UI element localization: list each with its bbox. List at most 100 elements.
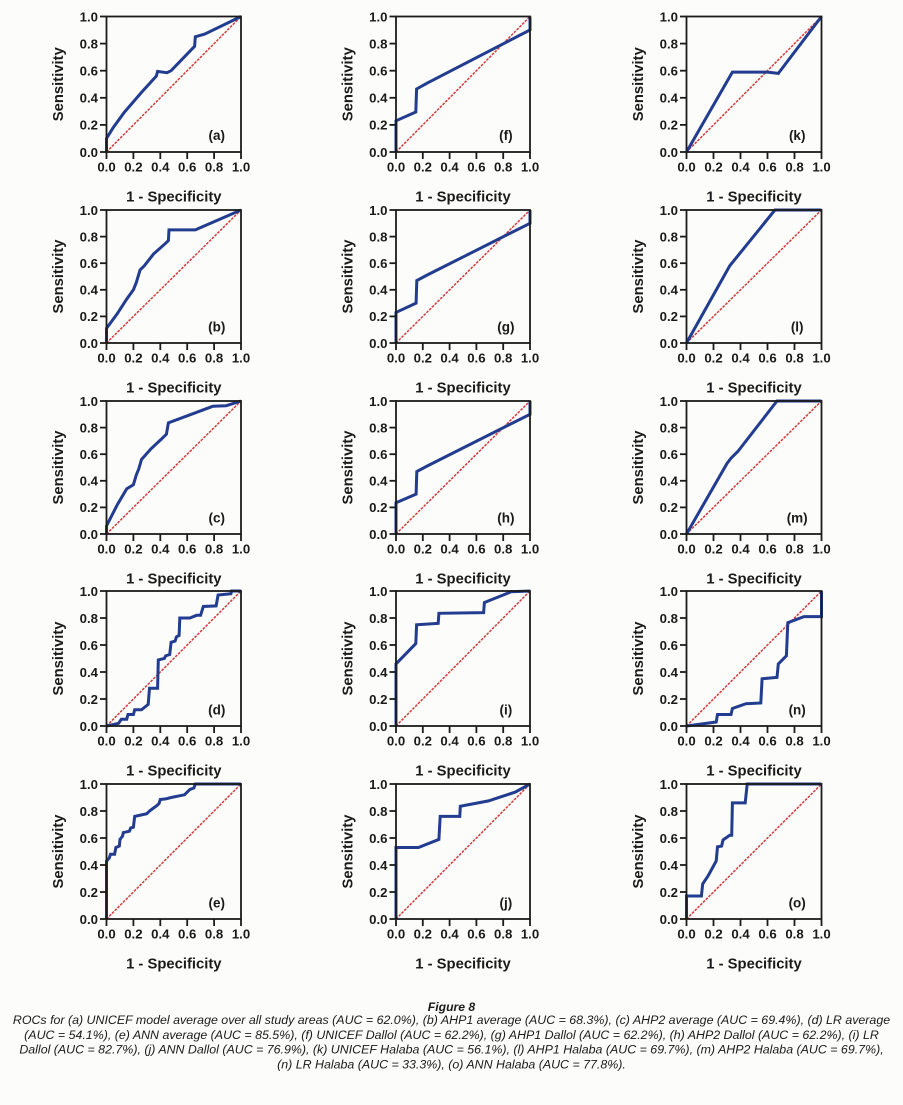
svg-text:Sensitivity: Sensitivity <box>51 239 67 314</box>
svg-text:0.6: 0.6 <box>758 542 776 557</box>
svg-text:0.4: 0.4 <box>369 858 388 873</box>
svg-text:0.8: 0.8 <box>80 611 98 626</box>
svg-text:0.0: 0.0 <box>97 160 115 175</box>
svg-text:Sensitivity: Sensitivity <box>631 430 647 505</box>
svg-text:0.2: 0.2 <box>80 885 98 900</box>
svg-text:0.8: 0.8 <box>785 160 803 175</box>
svg-text:1.0: 1.0 <box>80 777 98 792</box>
svg-text:0.6: 0.6 <box>369 256 387 271</box>
svg-text:(j): (j) <box>500 895 513 910</box>
svg-text:0.8: 0.8 <box>80 229 98 244</box>
svg-text:0.6: 0.6 <box>660 638 678 653</box>
svg-text:0.6: 0.6 <box>660 447 678 462</box>
svg-text:0.2: 0.2 <box>369 885 387 900</box>
svg-text:ROCs for (a) UNICEF model aver: ROCs for (a) UNICEF model average over a… <box>13 1013 890 1027</box>
svg-text:0.4: 0.4 <box>731 927 750 942</box>
svg-text:0.2: 0.2 <box>414 927 432 942</box>
svg-text:Sensitivity: Sensitivity <box>631 46 647 121</box>
svg-text:0.6: 0.6 <box>660 64 678 79</box>
svg-text:0.8: 0.8 <box>785 734 803 749</box>
svg-text:1.0: 1.0 <box>369 9 387 24</box>
svg-text:0.6: 0.6 <box>467 160 485 175</box>
svg-text:0.6: 0.6 <box>369 638 387 653</box>
svg-text:Sensitivity: Sensitivity <box>631 239 647 314</box>
svg-text:(o): (o) <box>789 895 806 910</box>
svg-text:0.4: 0.4 <box>151 351 170 366</box>
svg-text:(i): (i) <box>500 702 513 717</box>
svg-text:1 - Specificity: 1 - Specificity <box>706 381 802 397</box>
svg-text:1.0: 1.0 <box>521 542 539 557</box>
svg-text:0.8: 0.8 <box>205 927 223 942</box>
svg-text:0.0: 0.0 <box>387 542 405 557</box>
svg-text:0.2: 0.2 <box>369 309 387 324</box>
svg-text:0.6: 0.6 <box>80 256 98 271</box>
svg-text:Sensitivity: Sensitivity <box>341 621 357 696</box>
svg-text:1.0: 1.0 <box>369 584 387 599</box>
svg-text:0.2: 0.2 <box>80 309 98 324</box>
svg-text:0.0: 0.0 <box>660 336 678 351</box>
svg-text:0.2: 0.2 <box>660 500 678 515</box>
svg-text:0.0: 0.0 <box>677 160 695 175</box>
svg-text:0.2: 0.2 <box>660 309 678 324</box>
svg-text:0.8: 0.8 <box>785 542 803 557</box>
svg-text:0.6: 0.6 <box>178 542 196 557</box>
svg-text:0.8: 0.8 <box>369 611 387 626</box>
svg-text:(b): (b) <box>208 320 225 335</box>
svg-text:1 - Specificity: 1 - Specificity <box>126 381 222 397</box>
svg-text:0.8: 0.8 <box>660 420 678 435</box>
svg-text:0.8: 0.8 <box>80 804 98 819</box>
svg-text:0.0: 0.0 <box>387 160 405 175</box>
svg-text:Sensitivity: Sensitivity <box>341 814 357 889</box>
svg-text:0.2: 0.2 <box>704 542 722 557</box>
svg-text:(m): (m) <box>787 511 808 526</box>
svg-text:0.6: 0.6 <box>758 351 776 366</box>
svg-text:0.4: 0.4 <box>151 160 170 175</box>
svg-text:1 - Specificity: 1 - Specificity <box>415 381 511 397</box>
svg-text:0.0: 0.0 <box>369 912 387 927</box>
svg-text:0.2: 0.2 <box>80 692 98 707</box>
svg-text:1.0: 1.0 <box>660 584 678 599</box>
svg-text:1 - Specificity: 1 - Specificity <box>126 572 222 588</box>
svg-text:Sensitivity: Sensitivity <box>341 46 357 121</box>
svg-text:0.8: 0.8 <box>205 734 223 749</box>
svg-text:0.4: 0.4 <box>151 542 170 557</box>
svg-text:1.0: 1.0 <box>80 394 98 409</box>
svg-text:0.2: 0.2 <box>704 160 722 175</box>
svg-text:1.0: 1.0 <box>812 542 830 557</box>
svg-text:0.0: 0.0 <box>387 351 405 366</box>
svg-text:0.8: 0.8 <box>785 927 803 942</box>
svg-text:0.0: 0.0 <box>369 719 387 734</box>
svg-text:1.0: 1.0 <box>521 351 539 366</box>
svg-text:1.0: 1.0 <box>232 927 250 942</box>
svg-text:1.0: 1.0 <box>232 734 250 749</box>
svg-text:0.6: 0.6 <box>178 734 196 749</box>
svg-text:0.2: 0.2 <box>124 927 142 942</box>
svg-text:1 - Specificity: 1 - Specificity <box>706 572 802 588</box>
svg-text:0.4: 0.4 <box>80 283 99 298</box>
svg-text:(c): (c) <box>209 511 226 526</box>
svg-text:1.0: 1.0 <box>660 9 678 24</box>
svg-text:Sensitivity: Sensitivity <box>51 430 67 505</box>
svg-text:0.6: 0.6 <box>467 734 485 749</box>
svg-text:1.0: 1.0 <box>232 160 250 175</box>
svg-text:1.0: 1.0 <box>369 203 387 218</box>
svg-text:0.4: 0.4 <box>660 283 679 298</box>
svg-text:Sensitivity: Sensitivity <box>51 46 67 121</box>
svg-text:1.0: 1.0 <box>80 203 98 218</box>
svg-text:1 - Specificity: 1 - Specificity <box>126 764 222 780</box>
svg-text:0.4: 0.4 <box>660 474 679 489</box>
svg-text:1 - Specificity: 1 - Specificity <box>706 764 802 780</box>
svg-text:0.0: 0.0 <box>677 927 695 942</box>
svg-text:0.2: 0.2 <box>124 160 142 175</box>
svg-text:1.0: 1.0 <box>521 927 539 942</box>
svg-text:0.4: 0.4 <box>660 858 679 873</box>
svg-text:Sensitivity: Sensitivity <box>51 814 67 889</box>
svg-text:(n): (n) <box>789 702 806 717</box>
svg-text:0.0: 0.0 <box>97 351 115 366</box>
svg-text:0.0: 0.0 <box>369 145 387 160</box>
svg-text:0.8: 0.8 <box>205 542 223 557</box>
svg-text:1 - Specificity: 1 - Specificity <box>415 572 511 588</box>
svg-text:1 - Specificity: 1 - Specificity <box>126 190 222 206</box>
svg-text:Dallol (AUC = 82.7%), (j) ANN: Dallol (AUC = 82.7%), (j) ANN Dallol (AU… <box>19 1043 883 1057</box>
svg-text:(f): (f) <box>499 128 513 143</box>
